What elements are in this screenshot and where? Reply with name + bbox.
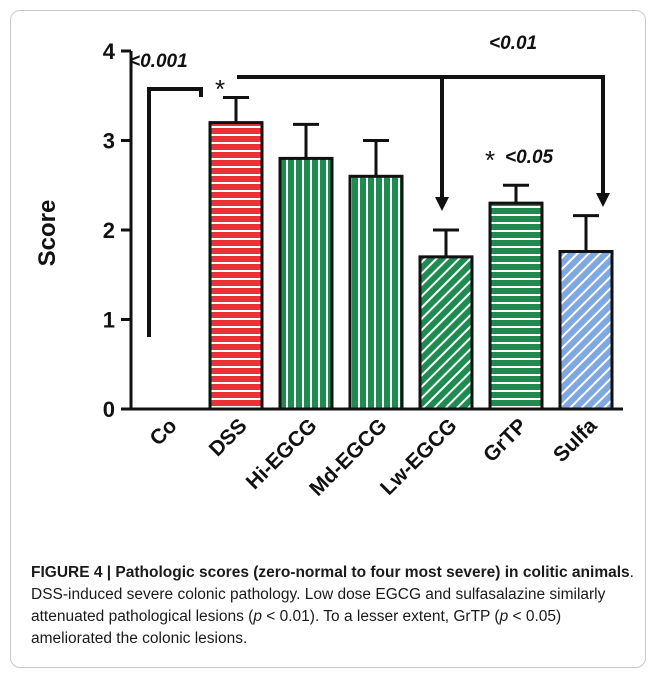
x-tick-label: Lw-EGCG bbox=[376, 414, 462, 500]
caption-p-b: p bbox=[499, 608, 509, 625]
caption-text-2: < 0.01). To a lesser extent, GrTP ( bbox=[261, 608, 500, 625]
bar-lw-egcg bbox=[418, 255, 474, 411]
bar-grtp bbox=[488, 201, 544, 411]
caption-text-1: . DSS-induced severe colonic pathology. … bbox=[31, 564, 634, 625]
bracket-co-dss bbox=[147, 87, 203, 337]
arrowhead-lw-egcg bbox=[435, 197, 449, 211]
bar-hi-egcg bbox=[278, 156, 334, 411]
annotations: <0.001 * <0.01 * <0.05 bbox=[129, 33, 554, 175]
significance-brackets bbox=[147, 75, 610, 337]
p-value-dss-groups: <0.01 bbox=[489, 33, 537, 54]
bracket-dss-groups bbox=[237, 75, 605, 197]
x-tick-label: GrTP bbox=[479, 414, 532, 467]
p-value-grtp: <0.05 bbox=[505, 147, 554, 168]
figure-caption: FIGURE 4 | Pathologic scores (zero-norma… bbox=[31, 562, 637, 650]
y-tick-label: 0 bbox=[103, 397, 115, 422]
caption-text-3: < 0.05) ameliorated the colonic lesions. bbox=[31, 608, 562, 647]
p-value-co-dss: <0.001 bbox=[129, 51, 188, 72]
y-tick-label: 2 bbox=[103, 218, 115, 243]
x-tick-label: DSS bbox=[205, 414, 252, 461]
caption-p-a: p bbox=[253, 608, 262, 625]
arrowhead-sulfa bbox=[596, 193, 610, 207]
caption-label: FIGURE 4 | Pathologic scores (zero-norma… bbox=[31, 564, 630, 581]
star-dss: * bbox=[215, 74, 225, 104]
bars bbox=[208, 96, 614, 411]
x-tick-label: Sulfa bbox=[549, 414, 602, 467]
y-tick-label: 3 bbox=[103, 129, 115, 154]
bar-dss bbox=[208, 121, 264, 411]
y-tick-label: 4 bbox=[103, 39, 116, 64]
y-tick-label: 1 bbox=[103, 308, 115, 333]
y-axis-label: Score bbox=[34, 200, 61, 267]
x-tick-label: Co bbox=[145, 414, 181, 450]
bar-sulfa bbox=[558, 249, 614, 411]
star-grtp: * bbox=[485, 145, 495, 175]
bar-md-egcg bbox=[348, 174, 404, 411]
